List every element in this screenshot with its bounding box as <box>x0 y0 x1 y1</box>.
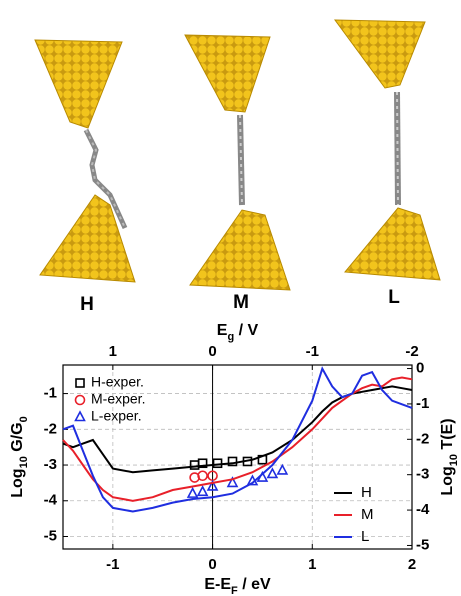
data-point <box>198 487 207 496</box>
x-tick-label: 2 <box>408 556 416 573</box>
y2-axis-title: Log10 T(E) <box>439 418 460 495</box>
x-tick-label: 1 <box>308 556 316 573</box>
data-point <box>188 489 197 498</box>
legend-label: M-exper. <box>91 391 145 407</box>
y2-tick-label: -5 <box>416 536 429 553</box>
junction-m <box>185 35 290 290</box>
y-axis-title-sub: 0 <box>18 416 30 422</box>
panel-label: L <box>388 287 400 308</box>
y2-tick-label: 0 <box>416 360 424 377</box>
panel-label: H <box>80 294 94 315</box>
legend-label: L-exper. <box>91 408 142 424</box>
x-axis-title-part: / eV <box>238 576 271 593</box>
legend-label: L <box>361 528 369 545</box>
x-axis-title: E-EF / eV <box>204 576 271 596</box>
x2-tick-label: -2 <box>405 343 418 360</box>
data-point <box>268 469 277 478</box>
data-point <box>278 465 287 474</box>
y2-axis-title-part: T(E) <box>439 418 456 454</box>
y-tick-label: -4 <box>44 492 58 509</box>
y-tick-label: -1 <box>44 385 57 402</box>
legend-swatch <box>76 379 84 387</box>
x-tick-label: 0 <box>208 556 216 573</box>
x-axis-title-part: E-E <box>204 576 231 593</box>
y-tick-label: -3 <box>44 456 57 473</box>
x2-axis-title-sub: g <box>227 331 234 343</box>
legend-label: H-exper. <box>91 374 144 390</box>
legend-label: H <box>361 484 372 501</box>
y-axis-title: Log10 G/G0 <box>9 416 30 497</box>
y2-tick-label: -2 <box>416 430 429 447</box>
data-point <box>214 459 222 467</box>
y-tick-label: -2 <box>44 420 57 437</box>
y2-tick-label: -4 <box>416 501 430 518</box>
legend-label: M <box>361 506 374 523</box>
x2-axis-title-part: E <box>217 322 228 339</box>
legend-swatch <box>76 412 85 421</box>
x2-axis-title: Eg / V <box>217 322 259 343</box>
x2-tick-label: 1 <box>109 343 117 360</box>
legend-swatch <box>76 396 85 405</box>
figure: H M L -101210-1-2-1-2-3-4-50-1-2-3-4-5E-… <box>0 0 461 596</box>
y2-axis-title-sub: 10 <box>448 454 460 466</box>
y2-axis-title-part: Log <box>439 466 456 495</box>
y2-tick-label: -1 <box>416 395 429 412</box>
x2-tick-label: 0 <box>208 343 216 360</box>
panel-label: M <box>233 292 249 313</box>
y-axis-title-sub: 10 <box>18 456 30 468</box>
y-tick-label: -5 <box>44 527 57 544</box>
x2-axis-title-part: / V <box>234 322 258 339</box>
y2-tick-label: -3 <box>416 466 429 483</box>
x2-tick-label: -1 <box>306 343 319 360</box>
junction-l <box>335 20 440 280</box>
x-tick-label: -1 <box>106 556 119 573</box>
y-axis-title-part: Log <box>9 468 26 497</box>
junction-h <box>35 40 135 282</box>
y-axis-title-part: G/G <box>9 422 26 456</box>
